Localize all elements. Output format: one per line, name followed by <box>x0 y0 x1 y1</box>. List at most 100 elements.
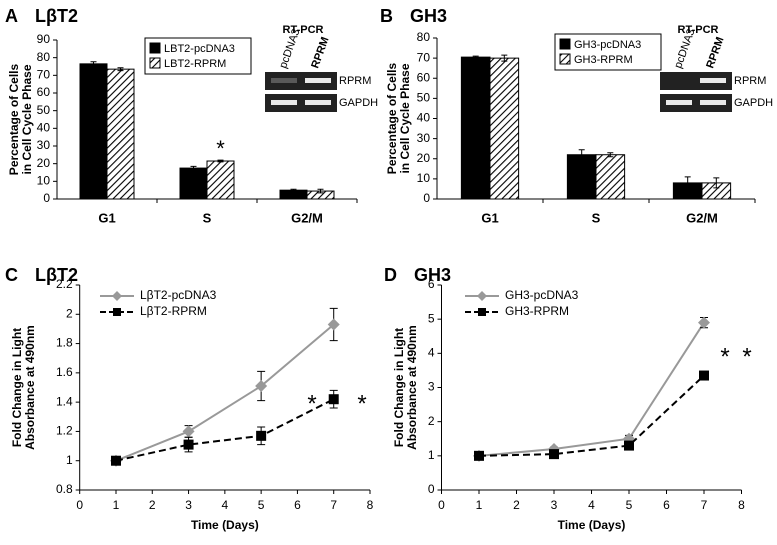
x-tick-label: 3 <box>551 498 558 512</box>
y-tick-label: 10 <box>417 171 431 185</box>
y-tick-label: 90 <box>37 32 51 46</box>
annotation: * <box>720 343 729 370</box>
error-bar <box>501 54 508 62</box>
x-tick-label: 8 <box>738 498 745 512</box>
legend-swatch <box>149 57 161 69</box>
y-tick-label: 0 <box>428 482 435 496</box>
x-tick-label: S <box>592 210 601 225</box>
series-line <box>478 322 705 457</box>
y-axis-label: in Cell Cycle Phase <box>398 63 412 173</box>
annotation: * <box>216 136 225 161</box>
inset-lane: pcDNA3 <box>277 27 302 70</box>
x-tick-label: 2 <box>513 498 520 512</box>
y-tick-label: 2 <box>428 414 435 428</box>
y-tick-label: 0.8 <box>56 482 73 496</box>
legend-swatch <box>559 38 571 50</box>
y-tick-label: 70 <box>417 50 431 64</box>
x-tick-label: 3 <box>185 498 192 512</box>
bar <box>206 160 235 200</box>
x-tick-label: 5 <box>258 498 265 512</box>
y-axis-label: Fold Change in Light <box>10 328 24 447</box>
chart-title: GH3 <box>410 6 447 26</box>
point <box>110 455 121 466</box>
inset-band-label: RPRM <box>339 75 371 87</box>
panel-label: C <box>5 265 18 285</box>
y-tick-label: 60 <box>37 85 51 99</box>
x-tick-label: G2/M <box>686 210 718 225</box>
gel-band <box>305 100 331 105</box>
legend-label: LBT2-RPRM <box>164 58 226 70</box>
error-bar <box>117 67 124 72</box>
inset-band-label: GAPDH <box>734 97 773 109</box>
gel <box>660 94 732 112</box>
bar <box>106 68 135 200</box>
legend-label: GH3-pcDNA3 <box>505 288 579 302</box>
x-tick-label: 0 <box>438 498 445 512</box>
bar <box>179 167 208 200</box>
gel <box>265 72 337 90</box>
y-tick-label: 1.6 <box>56 365 73 379</box>
inset-lane: RPRM <box>309 35 331 70</box>
y-tick-label: 70 <box>37 68 51 82</box>
x-tick-label: 7 <box>701 498 708 512</box>
legend-label: LβT2-RPRM <box>140 304 207 318</box>
x-tick-label: 4 <box>222 498 229 512</box>
annotation: * <box>357 390 366 417</box>
error-bar <box>472 55 479 59</box>
inset-lane: RPRM <box>704 35 726 70</box>
error-bar <box>190 165 197 171</box>
x-tick-label: 7 <box>330 498 337 512</box>
error-bar <box>217 159 224 163</box>
y-tick-label: 50 <box>37 103 51 117</box>
y-tick-label: 0 <box>43 191 50 205</box>
y-tick-label: 20 <box>417 151 431 165</box>
x-tick-label: 6 <box>294 498 301 512</box>
legend-label: LBT2-pcDNA3 <box>164 43 235 55</box>
inset-title: RT-PCR <box>283 24 324 36</box>
series-line <box>115 323 335 462</box>
legend-marker <box>477 291 487 301</box>
y-tick-label: 80 <box>37 50 51 64</box>
error-bar <box>90 61 97 67</box>
y-tick-label: 40 <box>37 121 51 135</box>
error-bar <box>317 188 324 194</box>
y-tick-label: 1 <box>428 448 435 462</box>
panel-label: B <box>380 6 393 26</box>
gel <box>265 94 337 112</box>
x-tick-label: 6 <box>663 498 670 512</box>
chart-title: LβT2 <box>35 265 78 285</box>
inset-band-label: GAPDH <box>339 97 378 109</box>
y-tick-label: 1.2 <box>56 424 73 438</box>
error-bar <box>607 152 614 158</box>
point <box>699 370 709 381</box>
legend-label: GH3-RPRM <box>505 304 569 318</box>
legend-box <box>144 37 252 75</box>
point <box>183 439 194 450</box>
legend-box <box>554 33 662 71</box>
inset-lane: pcDNA3 <box>672 27 697 70</box>
legend-label: LβT2-pcDNA3 <box>140 288 217 302</box>
point <box>624 440 634 451</box>
y-tick-label: 3 <box>428 380 435 394</box>
x-axis-label: Time (Days) <box>191 518 259 532</box>
y-tick-label: 6 <box>428 277 435 291</box>
legend-swatch <box>149 42 161 54</box>
point <box>474 450 484 461</box>
chart-title: LβT2 <box>35 6 78 26</box>
point <box>698 316 710 329</box>
legend-label: GH3-RPRM <box>574 54 633 66</box>
gel-band <box>700 78 726 83</box>
y-axis-label: Fold Change in Light <box>392 328 406 447</box>
bar <box>566 154 597 200</box>
x-axis-label: Time (Days) <box>558 518 626 532</box>
error-bar <box>713 177 720 189</box>
y-axis-label: Percentage of Cells <box>385 62 399 174</box>
error-bar <box>578 149 585 161</box>
error-bar <box>684 176 691 190</box>
legend-label: GH3-pcDNA3 <box>574 39 641 51</box>
point <box>327 318 340 331</box>
legend-marker <box>112 291 122 301</box>
y-tick-label: 2.2 <box>56 277 73 291</box>
y-tick-label: 60 <box>417 70 431 84</box>
